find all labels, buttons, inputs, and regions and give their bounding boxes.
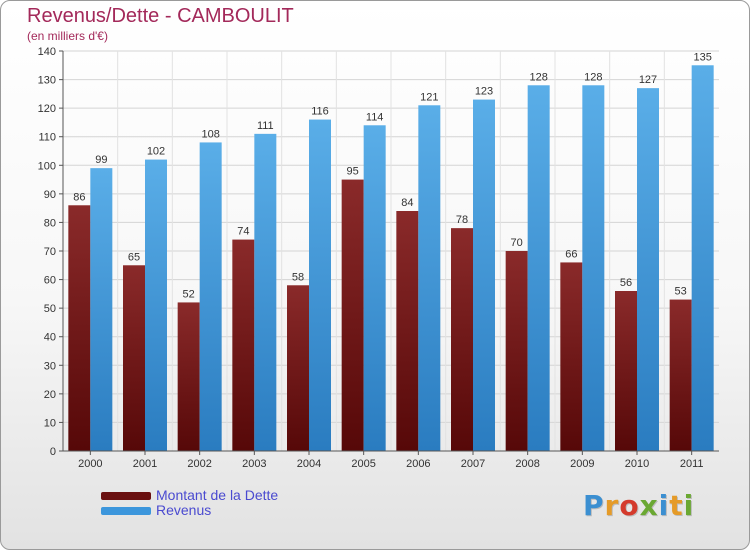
x-tick-label: 2000 [78,458,102,470]
data-labels: 86 99 65 102 52 108 74 111 58 116 95 114 84 121 78 123 7… [73,51,712,300]
data-label: 74 [237,226,249,238]
data-label: 52 [183,288,195,300]
bar-dette [451,228,473,451]
axes: 0 10 20 30 40 50 60 70 80 90 100 110 120 130 140 2000 20… [38,46,719,470]
data-label: 116 [311,106,329,118]
x-tick-label: 2007 [461,458,485,470]
x-tick-label: 2002 [187,458,211,470]
x-tick-label: 2009 [570,458,594,470]
y-tick-label: 90 [44,189,56,201]
bar-dette [341,179,364,452]
data-label: 108 [201,128,219,140]
legend-label-revenus: Revenus [156,502,212,518]
y-tick-label: 110 [38,132,56,144]
data-label: 111 [257,120,274,132]
chart-title: Revenus/Dette - CAMBOULIT [27,5,294,27]
logo-letter: P [583,489,605,522]
bar-dette [615,291,637,451]
bar-dette [287,285,309,451]
bar-dette [505,251,528,451]
data-label: 123 [475,86,493,98]
data-label: 86 [73,191,85,203]
legend-swatch-revenus [101,507,151,515]
logo-letter: i [658,489,670,522]
bar-revenus [527,85,550,452]
proxiti-logo: Proxiti [583,489,694,522]
bar-revenus [637,88,659,452]
chart-subtitle: (en milliers d'€) [27,29,108,43]
data-label: 114 [366,111,384,123]
bar-dette [177,302,200,451]
bar-revenus [309,119,331,452]
bar-revenus [691,65,714,452]
data-label: 102 [147,146,165,158]
bar-dette [669,299,692,451]
bar-dette [232,239,255,451]
x-tick-label: 2008 [515,458,539,470]
data-label: 135 [693,51,711,63]
logo-letter: t [669,489,684,522]
x-tick-label: 2011 [680,458,704,470]
bar-dette [123,265,145,451]
bar-revenus [363,125,386,452]
bar-revenus [473,99,495,452]
y-tick-label: 120 [38,103,56,115]
data-label: 128 [529,71,547,83]
bar-revenus [145,159,167,452]
data-label: 127 [639,74,657,86]
bar-revenus [254,133,277,451]
y-tick-label: 140 [38,46,56,58]
logo-letter: o [619,489,640,522]
data-label: 53 [675,286,687,298]
y-tick-label: 130 [38,75,56,87]
bar-dette [68,205,91,451]
bar-dette [560,262,583,451]
y-tick-label: 80 [44,217,56,229]
bar-revenus [418,105,441,452]
y-tick-label: 20 [44,389,56,401]
data-label: 56 [620,277,632,289]
data-label: 128 [584,71,602,83]
y-tick-label: 100 [38,160,56,172]
x-tick-label: 2003 [242,458,266,470]
data-label: 65 [128,251,140,263]
data-label: 66 [565,248,577,260]
y-tick-label: 40 [44,332,56,344]
data-label: 121 [420,91,438,103]
x-tick-label: 2005 [351,458,375,470]
x-tick-label: 2004 [297,458,321,470]
data-label: 78 [456,214,468,226]
y-tick-label: 10 [44,417,56,429]
bar-revenus [199,142,222,451]
bar-dette [396,211,419,451]
bars [68,65,714,452]
y-tick-label: 0 [50,446,56,458]
legend-swatch-debt [101,492,151,500]
y-tick-label: 30 [44,360,56,372]
bar-revenus [90,168,113,451]
grid-lines [63,50,719,452]
data-label: 99 [95,154,107,166]
x-tick-label: 2010 [625,458,649,470]
y-tick-label: 70 [44,246,56,258]
data-label: 58 [292,271,304,283]
bar-revenus [582,85,605,452]
logo-letter: r [604,489,620,522]
x-tick-label: 2006 [406,458,430,470]
y-tick-label: 60 [44,275,56,287]
data-label: 84 [401,197,413,209]
x-tick-label: 2001 [133,458,157,470]
legend-label-debt: Montant de la Dette [156,487,279,503]
logo-letter: x [639,489,659,522]
y-tick-label: 50 [44,303,56,315]
data-label: 95 [347,166,359,178]
logo-letter: i [683,489,695,522]
data-label: 70 [511,237,523,249]
